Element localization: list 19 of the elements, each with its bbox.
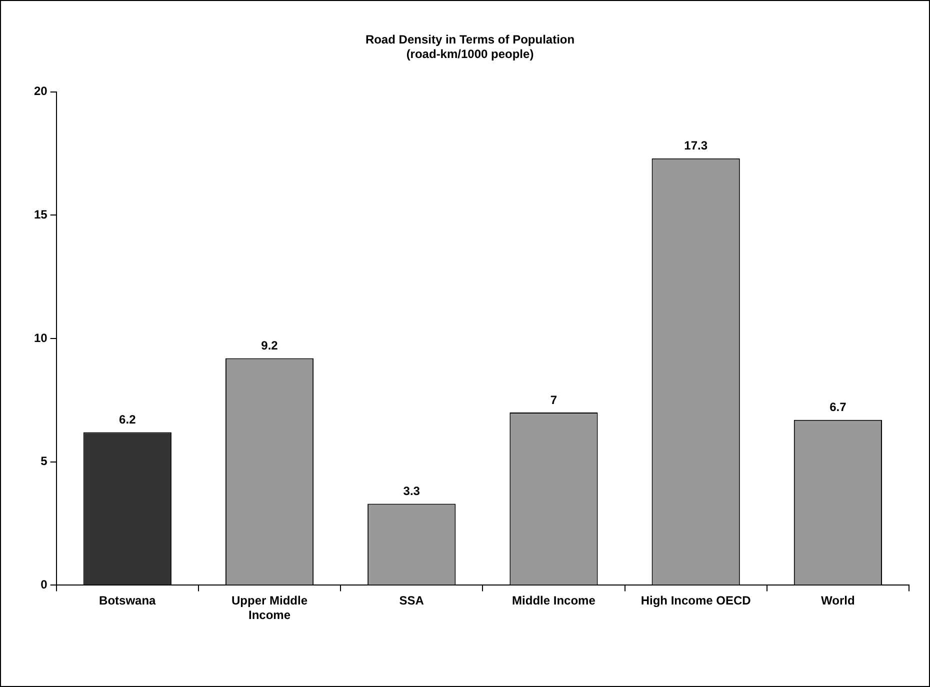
data-label: 7	[550, 392, 558, 407]
x-tick-label: World	[821, 594, 855, 608]
x-tick-label: Middle Income	[512, 594, 596, 608]
chart-subtitle: (road-km/1000 people)	[406, 46, 534, 61]
x-tick-label: SSA	[399, 594, 424, 608]
data-label: 6.7	[830, 400, 847, 414]
chart-title: Road Density in Terms of Population	[365, 32, 575, 47]
x-tick-label: Upper Middle Income	[232, 594, 308, 622]
data-label: 3.3	[403, 484, 420, 498]
data-label: 6.2	[119, 412, 136, 427]
data-label: 9.2	[261, 338, 278, 353]
y-tick-label: 20	[34, 84, 48, 98]
y-tick-label: 10	[34, 330, 48, 345]
y-tick-label: 15	[34, 207, 48, 222]
data-label: 17.3	[684, 138, 708, 153]
y-tick-label: 5	[40, 454, 48, 468]
x-tick-label: High Income OECD	[640, 594, 752, 608]
x-tick-label: Botswana	[99, 594, 156, 608]
y-tick-label: 0	[40, 578, 48, 592]
